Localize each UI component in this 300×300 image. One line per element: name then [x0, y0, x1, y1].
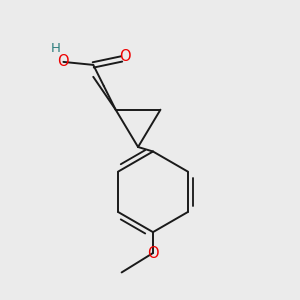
Text: O: O	[147, 246, 159, 261]
Text: H: H	[51, 42, 61, 55]
Text: O: O	[119, 49, 131, 64]
Text: O: O	[57, 54, 68, 69]
